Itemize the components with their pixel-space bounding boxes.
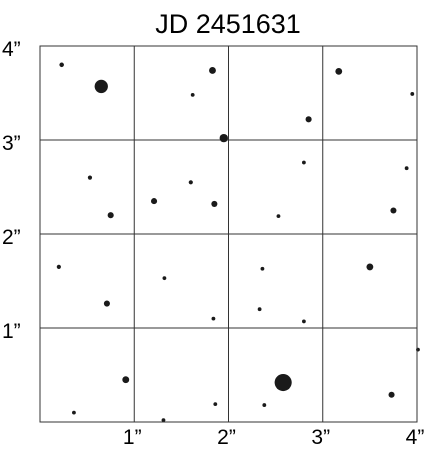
star-point <box>72 410 76 415</box>
star-point <box>211 316 216 321</box>
star-point <box>209 67 216 74</box>
star-point <box>260 266 265 271</box>
star-point <box>188 180 193 185</box>
star-point <box>262 403 267 407</box>
y-tick-label: 1” <box>2 320 21 343</box>
y-tick-label: 3” <box>2 132 21 155</box>
star-points <box>56 62 420 423</box>
star-point <box>305 116 312 123</box>
x-tick-label: 4” <box>406 426 425 449</box>
star-point <box>274 373 292 392</box>
star-point <box>94 79 108 94</box>
star-point <box>410 92 415 96</box>
star-point <box>257 307 262 312</box>
star-point <box>388 391 395 398</box>
star-point <box>87 175 93 180</box>
y-tick-label: 4” <box>2 38 21 61</box>
star-point <box>390 207 397 214</box>
star-point <box>161 418 166 423</box>
grid <box>40 46 417 422</box>
x-tick-label: 1” <box>123 426 142 449</box>
star-point <box>302 160 306 165</box>
star-point <box>151 198 158 205</box>
star-point <box>103 300 110 307</box>
star-point <box>276 214 281 219</box>
plot-frame <box>39 45 418 423</box>
star-point <box>122 376 130 384</box>
x-tick-labels: 1” 2” 3” 4” <box>123 426 424 449</box>
star-point <box>162 276 167 281</box>
x-tick-label: 3” <box>311 426 330 449</box>
star-point <box>211 200 218 207</box>
star-point <box>59 62 64 68</box>
star-point <box>335 67 343 75</box>
star-point <box>219 133 228 143</box>
star-point <box>302 319 306 324</box>
x-tick-label: 2” <box>217 426 236 449</box>
star-point <box>107 212 114 219</box>
star-point <box>366 263 374 271</box>
chart-title: JD 2451631 <box>155 9 301 39</box>
y-tick-label: 2” <box>2 226 21 249</box>
star-point <box>190 92 195 97</box>
y-tick-labels: 1” 2” 3” 4” <box>2 38 21 343</box>
plot-border <box>39 45 418 423</box>
star-point <box>213 402 218 407</box>
star-point <box>56 264 61 269</box>
star-point <box>404 166 409 171</box>
